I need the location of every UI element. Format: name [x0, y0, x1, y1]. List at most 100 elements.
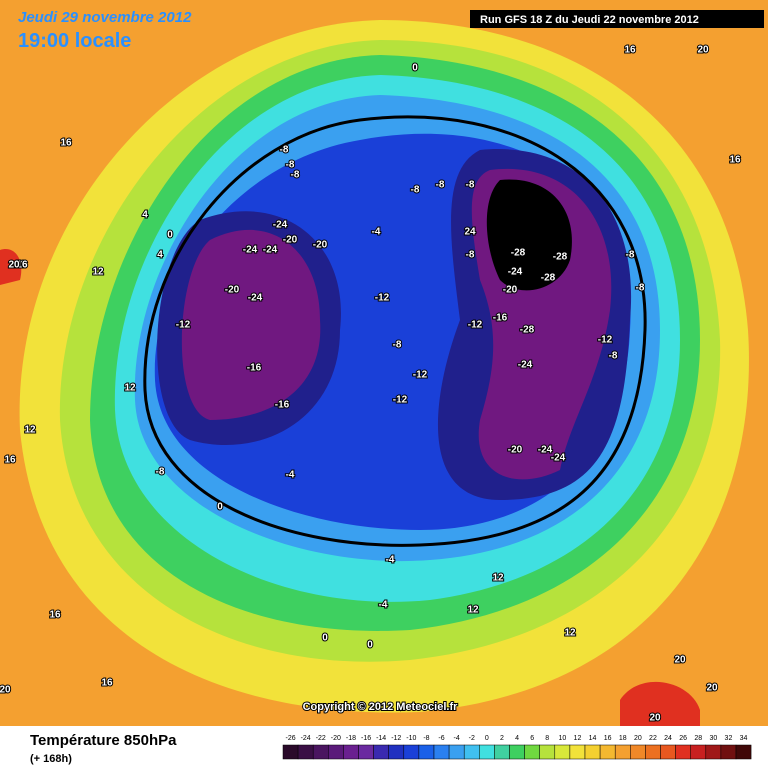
- contour-label: -16: [493, 313, 508, 324]
- colorbar-label: -12: [391, 735, 401, 742]
- contour-label: -8: [436, 180, 445, 191]
- colorbar-swatch: [433, 744, 450, 760]
- contour-label: -12: [598, 335, 613, 346]
- colorbar-swatch: [343, 744, 359, 760]
- contour-label: 12: [124, 383, 136, 394]
- contour-label: -8: [280, 145, 289, 156]
- contour-label: -8: [393, 340, 402, 351]
- colorbar-label: 8: [545, 735, 549, 742]
- run-box: [470, 10, 764, 28]
- footer-subtitle: (+ 168h): [30, 753, 72, 765]
- cold-core: [486, 179, 572, 291]
- colorbar-swatch: [463, 744, 480, 760]
- contour-label: 20: [706, 683, 718, 694]
- contour-label: -8: [636, 283, 645, 294]
- contour-label: 0: [367, 640, 373, 651]
- contour-label: -28: [553, 252, 568, 263]
- colorbar-swatch: [373, 744, 389, 760]
- colorbar-label: 14: [589, 735, 597, 742]
- colorbar-label: 34: [740, 735, 748, 742]
- contour-label: 16: [729, 155, 741, 166]
- contour-label: 12: [24, 425, 36, 436]
- contour-label: 16: [16, 260, 28, 271]
- contour-label: 0: [167, 230, 173, 241]
- contour-label: 16: [624, 45, 636, 56]
- contour-label: -4: [286, 470, 295, 481]
- contour-label: -20: [313, 240, 328, 251]
- colorbar-label: -8: [423, 735, 429, 742]
- contour-label: 0: [412, 63, 418, 74]
- date: Jeudi 29 novembre 2012: [18, 9, 192, 26]
- colorbar-swatch: [705, 744, 722, 760]
- colorbar-label: 18: [619, 735, 627, 742]
- colorbar-swatch: [630, 744, 646, 760]
- colorbar-label: -10: [406, 735, 416, 742]
- colorbar-swatch: [418, 744, 435, 760]
- contour-label: -12: [375, 293, 390, 304]
- contour-label: -24: [551, 453, 566, 464]
- contour-label: -12: [413, 370, 428, 381]
- contour-label: 24: [464, 227, 476, 238]
- contour-label: 20: [649, 713, 661, 724]
- copyright: Copyright © 2012 Meteociel.fr: [303, 701, 459, 713]
- contour-label: -16: [247, 363, 262, 374]
- contour-label: -28: [541, 273, 556, 284]
- contour-label: -24: [243, 245, 258, 256]
- run-text: Run GFS 18 Z du Jeudi 22 novembre 2012: [480, 14, 699, 26]
- colorbar-swatch: [297, 744, 314, 760]
- contour-label: -24: [538, 445, 553, 456]
- colorbar-label: 30: [709, 735, 717, 742]
- colorbar-swatch: [403, 744, 420, 760]
- contour-label: 12: [564, 628, 576, 639]
- contour-label: 20: [674, 655, 686, 666]
- colorbar-label: 10: [558, 735, 566, 742]
- contour-label: -12: [176, 320, 191, 331]
- colorbar-label: -26: [285, 735, 295, 742]
- contour-label: -4: [379, 600, 388, 611]
- colorbar-swatch: [569, 744, 586, 760]
- contour-label: -24: [248, 293, 263, 304]
- colorbar-label: 26: [679, 735, 687, 742]
- contour-label: -12: [393, 395, 408, 406]
- contour-label: -20: [508, 445, 523, 456]
- contour-label: -8: [411, 185, 420, 196]
- contour-label: 16: [49, 610, 61, 621]
- contour-label: -4: [386, 555, 395, 566]
- colorbar-swatch: [614, 744, 631, 760]
- colorbar-label: 24: [664, 735, 672, 742]
- colorbar-label: -6: [438, 735, 444, 742]
- contour-label: -24: [263, 245, 278, 256]
- colorbar-swatch: [675, 744, 691, 760]
- colorbar-label: -18: [346, 735, 356, 742]
- contour-label: -4: [372, 227, 381, 238]
- colorbar-label: 16: [604, 735, 612, 742]
- contour-label: 20: [697, 45, 709, 56]
- colorbar-swatch: [358, 744, 374, 760]
- colorbar-label: -20: [331, 735, 341, 742]
- contour-label: 4: [157, 250, 163, 261]
- colorbar-swatch: [312, 744, 329, 760]
- contour-label: -8: [466, 250, 475, 261]
- colorbar-swatch: [539, 744, 556, 760]
- colorbar-label: -2: [469, 735, 475, 742]
- contour-label: 20: [8, 260, 20, 271]
- contour-label: 4: [142, 210, 148, 221]
- warm-patch: [620, 681, 700, 726]
- colorbar-swatch: [448, 744, 465, 760]
- contour-label: -8: [609, 351, 618, 362]
- contour-label: 16: [4, 455, 16, 466]
- contour-label: 0: [217, 502, 223, 513]
- colorbar-swatch: [494, 744, 510, 760]
- contour-label: -24: [508, 267, 523, 278]
- colorbar-label: -24: [301, 735, 311, 742]
- colorbar-label: 32: [725, 735, 733, 742]
- colorbar-label: 4: [515, 735, 519, 742]
- contour-label: -20: [225, 285, 240, 296]
- contour-label: -8: [156, 467, 165, 478]
- contour-label: -24: [518, 360, 533, 371]
- contour-label: 16: [60, 138, 72, 149]
- colorbar-label: 22: [649, 735, 657, 742]
- colorbar-swatch: [479, 744, 495, 760]
- colorbar-label: -22: [316, 735, 326, 742]
